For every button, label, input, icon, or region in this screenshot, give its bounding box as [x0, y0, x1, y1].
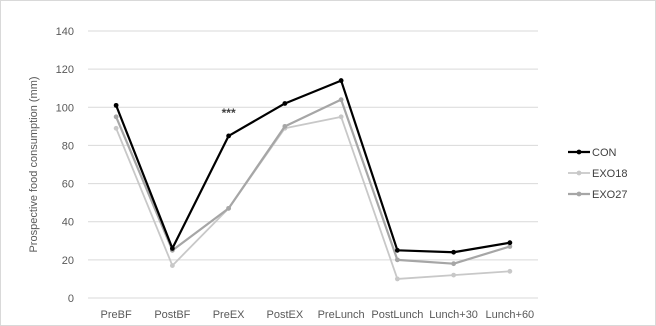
y-axis-ticks: 0 20 40 60 80 100 120 140	[56, 26, 74, 305]
data-point-con	[113, 102, 119, 108]
annotations: ***	[222, 106, 236, 120]
data-point-con	[169, 246, 175, 251]
legend-label-con: CON	[592, 147, 617, 159]
legend: CON EXO18 EXO27	[568, 147, 627, 201]
data-point-exo27	[226, 205, 232, 211]
data-point-exo27	[394, 257, 400, 263]
legend-marker-exo18	[576, 170, 582, 176]
y-tick-label: 80	[62, 140, 74, 152]
data-point-exo18	[113, 125, 119, 131]
series-line-exo18	[115, 115, 510, 280]
y-tick-label: 40	[62, 217, 74, 229]
x-tick-label: PreEX	[213, 309, 245, 321]
data-point-exo27	[451, 261, 457, 267]
x-tick-label: Lunch+60	[486, 309, 535, 321]
data-point-con	[338, 78, 344, 83]
legend-marker-con	[576, 149, 582, 155]
data-point-con	[394, 247, 400, 253]
data-point-exo18	[394, 276, 400, 282]
y-tick-label: 100	[56, 102, 74, 114]
data-point-exo18	[338, 114, 344, 120]
data-point-exo27	[282, 123, 288, 129]
data-point-exo18	[451, 272, 457, 278]
data-point-con	[451, 249, 457, 255]
legend-marker-exo27	[576, 191, 582, 197]
data-point-con	[282, 101, 288, 106]
x-tick-label: PreLunch	[318, 309, 365, 321]
series-group	[113, 78, 513, 282]
y-tick-label: 20	[62, 255, 74, 267]
y-axis-label: Prospective food consumption (mm)	[28, 76, 40, 252]
series-line-con	[115, 79, 511, 254]
data-point-exo18	[507, 268, 513, 274]
data-point-exo27	[113, 114, 119, 120]
x-tick-label: PostBF	[154, 309, 190, 321]
legend-label-exo27: EXO27	[592, 189, 627, 201]
y-tick-label: 60	[62, 179, 74, 191]
data-point-exo27	[507, 244, 513, 249]
significance-marker: ***	[222, 106, 236, 120]
series-line-exo27	[115, 98, 511, 265]
data-point-exo27	[338, 97, 344, 103]
x-tick-label: PreBF	[101, 309, 132, 321]
y-tick-label: 120	[56, 64, 74, 76]
y-tick-label: 140	[56, 26, 74, 38]
y-tick-label: 0	[68, 293, 74, 305]
x-axis-ticks: PreBF PostBF PreEX PostEX PreLunch PostLunch L…	[101, 309, 535, 321]
data-point-con	[226, 133, 232, 139]
data-point-exo18	[169, 263, 175, 268]
legend-label-exo18: EXO18	[592, 168, 627, 180]
x-tick-label: PostLunch	[371, 309, 423, 321]
data-point-con	[507, 240, 513, 246]
x-tick-label: Lunch+30	[429, 309, 478, 321]
x-tick-label: PostEX	[267, 309, 304, 321]
